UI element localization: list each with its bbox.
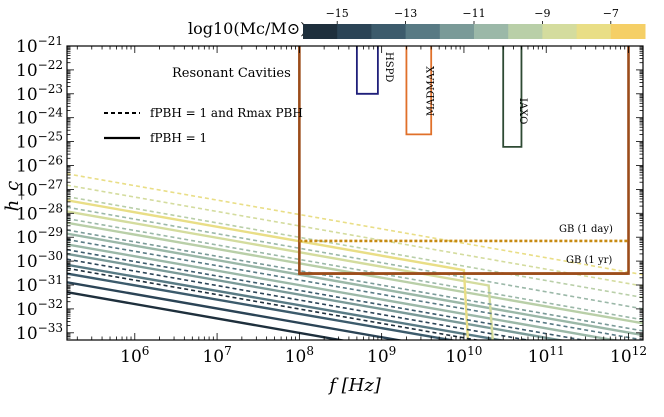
detector-label-iaxo: IAXO bbox=[517, 98, 528, 124]
y-tick-label: 10−33 bbox=[16, 321, 63, 344]
y-tick-label: 10−32 bbox=[16, 297, 63, 320]
y-tick-label: 10−31 bbox=[16, 273, 63, 296]
colorbar-label: log10(Mc/M⊙) = bbox=[188, 19, 325, 38]
x-tick-label: 1011 bbox=[528, 344, 565, 367]
y-tick-label: 10−24 bbox=[16, 106, 63, 129]
y-tick-label: 10−21 bbox=[16, 34, 63, 57]
colorbar-cell bbox=[439, 24, 475, 39]
x-tick-label: 1010 bbox=[445, 344, 482, 367]
series-line-solid-9 bbox=[67, 199, 470, 340]
x-tick-label: 107 bbox=[202, 344, 231, 367]
plot-frame bbox=[66, 45, 644, 341]
gb-1-yr-label: GB (1 yr) bbox=[566, 255, 612, 266]
colorbar-cell bbox=[508, 24, 543, 39]
colorbar-cell bbox=[337, 24, 372, 39]
detector-layer bbox=[298, 46, 630, 275]
colorbar-tick-label: −9 bbox=[534, 7, 550, 20]
gb-1-day-label: GB (1 day) bbox=[559, 224, 613, 235]
detector-box-hspd bbox=[355, 46, 379, 95]
series-line-solid-8 bbox=[67, 210, 494, 340]
detector-box-iaxo bbox=[502, 46, 523, 148]
annotation-resonant-cavities: Resonant Cavities bbox=[172, 66, 291, 81]
series-line-solid-3 bbox=[67, 263, 507, 340]
detector-label-madmax: MADMAX bbox=[426, 65, 437, 116]
x-tick-label: 1012 bbox=[610, 344, 647, 367]
series-line-solid-1 bbox=[67, 281, 405, 340]
colorbar-cell bbox=[405, 24, 441, 39]
colorbar-cell bbox=[610, 24, 646, 39]
series-layer bbox=[67, 173, 643, 340]
detector-box-madmax bbox=[405, 46, 433, 136]
y-tick-label: 10−30 bbox=[16, 249, 63, 272]
legend: fPBH = 1 and Rmax PBH fPBH = 1 bbox=[104, 106, 303, 145]
colorbar: log10(Mc/M⊙) = −15 −13 −11 −9 −7 bbox=[188, 7, 646, 39]
legend-solid-label: fPBH = 1 bbox=[150, 131, 207, 145]
colorbar-cell bbox=[576, 24, 612, 39]
y-tick-label: 10−28 bbox=[16, 201, 63, 224]
series-line-solid-5 bbox=[67, 243, 620, 340]
legend-dashed-label: fPBH = 1 and Rmax PBH bbox=[150, 106, 303, 120]
colorbar-cell bbox=[303, 24, 338, 39]
colorbar-tick-label: −7 bbox=[603, 7, 619, 20]
series-line-solid-4 bbox=[67, 252, 566, 340]
series-line-solid-2 bbox=[67, 272, 458, 340]
colorbar-tick-label: −13 bbox=[394, 7, 417, 20]
colorbar-tick-label: −15 bbox=[326, 7, 349, 20]
x-ticks: 106 107 108 109 1010 1011 1012 bbox=[76, 46, 647, 367]
x-tick-label: 106 bbox=[120, 344, 149, 367]
y-tick-label: 10−25 bbox=[16, 130, 63, 153]
colorbar-cell bbox=[371, 24, 407, 39]
series-line-solid-0 bbox=[67, 291, 347, 340]
colorbar-cell bbox=[474, 24, 509, 39]
y-tick-label: 10−29 bbox=[16, 225, 63, 248]
colorbar-tick-label: −11 bbox=[462, 7, 485, 20]
series-line-solid-6 bbox=[67, 232, 643, 337]
y-ticks: 10−2110−2210−2310−2410−2510−2610−2710−28… bbox=[16, 34, 643, 344]
x-tick-label: 108 bbox=[285, 344, 314, 367]
detector-label-hspd: HSPD bbox=[383, 52, 394, 82]
y-tick-label: 10−22 bbox=[16, 58, 63, 81]
y-tick-label: 10−23 bbox=[16, 82, 63, 105]
x-axis-label: f [Hz] bbox=[327, 375, 382, 396]
y-tick-label: 10−26 bbox=[16, 154, 63, 177]
x-tick-label: 109 bbox=[367, 344, 396, 367]
colorbar-cell bbox=[542, 24, 578, 39]
y-axis-label: h_c bbox=[2, 181, 23, 212]
y-tick-label: 10−27 bbox=[16, 177, 63, 200]
